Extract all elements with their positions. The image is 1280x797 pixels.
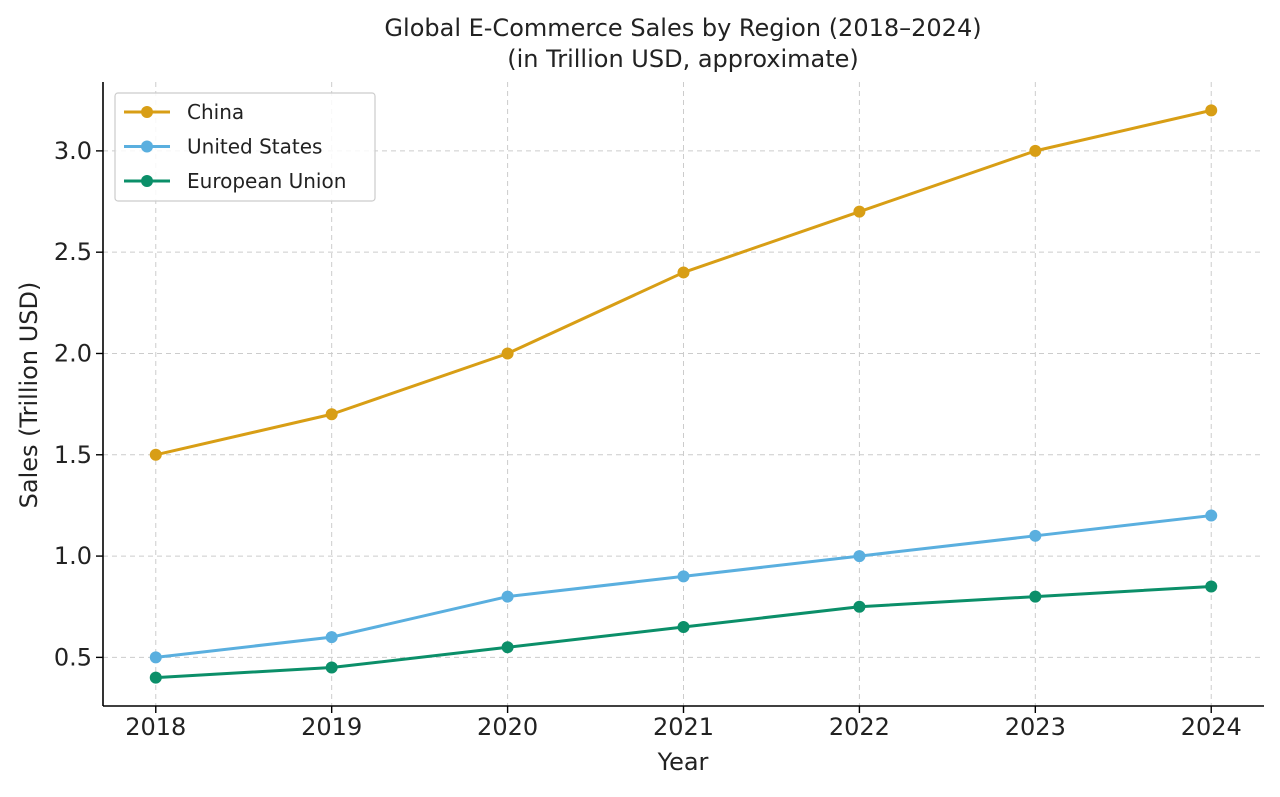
chart-subtitle: (in Trillion USD, approximate) [507,45,859,73]
x-tick-label: 2021 [653,713,714,741]
y-axis-label: Sales (Trillion USD) [15,282,43,509]
x-tick-label: 2020 [477,713,538,741]
y-tick-label: 2.5 [54,238,92,266]
x-tick-label: 2023 [1005,713,1066,741]
legend-item-china: China [124,100,244,124]
y-tick-label: 1.0 [54,542,92,570]
x-tick-label: 2019 [301,713,362,741]
data-point-united-states [1205,509,1218,522]
chart-title: Global E-Commerce Sales by Region (2018–… [384,14,981,42]
axes-layer: 2018 2019 2020 2021 2022 2023 2024 0.5 1.0 1.5 2.0… [54,82,1264,741]
legend-marker-china [141,106,153,118]
data-point-china [677,266,690,279]
data-point-united-states [1029,529,1042,542]
data-point-china [1029,144,1042,157]
legend-label-united-states: United States [187,135,322,159]
data-point-china [853,205,866,218]
series-european-union [149,580,1218,684]
data-point-united-states [325,631,338,644]
data-point-china [501,347,514,360]
legend-label-china: China [187,100,244,124]
data-point-european-union [1029,590,1042,603]
series-layer [149,104,1218,684]
x-tick-label: 2018 [125,713,186,741]
legend-label-european-union: European Union [187,169,346,193]
data-point-european-union [677,620,690,633]
data-point-united-states [501,590,514,603]
y-tick-label: 3.0 [54,137,92,165]
series-china [149,104,1218,461]
legend-frame [114,92,376,202]
grid-layer [103,82,1264,706]
data-point-china [149,448,162,461]
data-point-european-union [1205,580,1218,593]
data-point-european-union [149,671,162,684]
data-point-united-states [149,651,162,664]
legend-item-european-union: European Union [124,169,346,193]
data-point-china [325,408,338,421]
legend-marker-united-states [141,140,153,153]
data-point-united-states [853,550,866,563]
series-united-states [149,509,1218,664]
legend-marker-european-union [141,175,153,187]
legend: China United States European Union [114,92,376,202]
data-point-european-union [325,661,338,674]
legend-item-united-states: United States [124,135,322,159]
data-point-united-states [677,570,690,583]
y-tick-label: 2.0 [54,339,92,367]
data-point-european-union [853,600,866,613]
x-axis-label: Year [657,748,709,776]
data-point-china [1205,104,1218,117]
y-tick-label: 1.5 [54,441,92,469]
y-tick-label: 0.5 [54,643,92,671]
x-tick-label: 2022 [829,713,890,741]
x-tick-label: 2024 [1181,713,1242,741]
data-point-european-union [501,641,514,654]
